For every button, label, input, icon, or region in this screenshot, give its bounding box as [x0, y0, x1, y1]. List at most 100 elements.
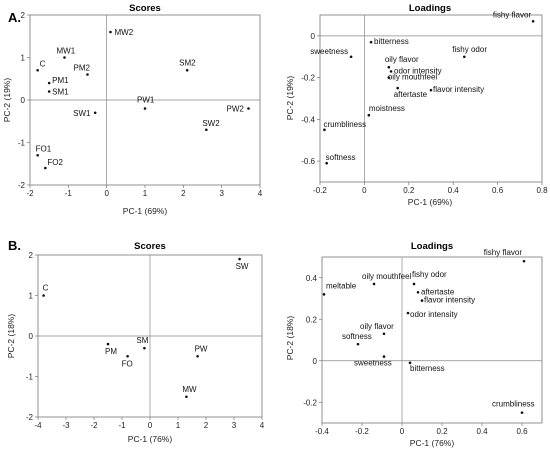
point-label: fishy odor	[412, 270, 447, 279]
y-tick-label: 2	[21, 11, 26, 20]
x-tick-label: 0	[362, 186, 367, 195]
x-tick-label: 0.4	[448, 186, 460, 195]
y-tick-label: -0.6	[301, 157, 315, 166]
data-point-mw	[185, 395, 188, 399]
y-tick-label: -1	[18, 139, 26, 148]
point-label: odor intensity	[394, 66, 442, 75]
point-label: fishy flavor	[484, 248, 523, 257]
x-tick-label: -2	[26, 189, 34, 198]
y-axis-label: PC-2 (19%)	[285, 76, 295, 121]
chart-title: Scores	[134, 241, 166, 252]
scores-chart-b: Scores -4 -3 -2 -1 0 1 2 3 4 -2 -1 0 1 2 PC-1 (76%) PC-2…	[6, 241, 265, 444]
x-tick-label: 1	[176, 421, 181, 430]
x-tick-label: 0	[400, 427, 405, 436]
point-label: C	[43, 284, 49, 293]
y-tick-label: -2	[18, 181, 26, 190]
y-tick-label: -0.2	[301, 74, 315, 83]
point-label: oily mouthfeel	[388, 73, 438, 82]
data-point-odor-intensity	[406, 311, 410, 315]
data-point-mw1	[63, 56, 66, 59]
point-label: fishy odor	[452, 45, 487, 54]
point-label: softness	[326, 153, 356, 162]
data-point-sw1	[93, 111, 97, 115]
data-point-pw	[196, 354, 199, 358]
data-point-sw	[238, 257, 241, 261]
data-point-sweetness	[382, 355, 386, 358]
data-point-pw1	[143, 107, 147, 110]
x-tick-label: -0.2	[355, 427, 369, 436]
data-point-pw2	[247, 107, 250, 110]
y-tick-label: 2	[29, 251, 34, 260]
point-label: PW1	[137, 96, 155, 105]
point-label: MW	[182, 385, 197, 394]
data-point-mw2	[109, 30, 112, 34]
data-point-oily-flavor	[387, 65, 391, 69]
data-point-fo	[126, 354, 129, 358]
point-label: PM	[105, 347, 117, 356]
data-point-pm1	[47, 81, 51, 85]
x-tick-label: 1	[143, 189, 148, 198]
point-label: SM1	[52, 88, 69, 97]
point-label: fishy flavor	[493, 10, 532, 19]
loadings-chart-a: Loadings -0.2 0 0.2 0.4 0.6 0.8 -0.6 -0.4 -0.2 0 PC…	[285, 3, 548, 207]
y-tick-label: 0	[311, 32, 316, 41]
data-point-fishy-flavor	[522, 259, 526, 263]
point-label: MW1	[57, 47, 76, 56]
data-point-meltable	[322, 293, 326, 296]
point-label: odor intensity	[410, 310, 458, 319]
y-tick-label: -0.2	[303, 398, 317, 407]
x-tick-label: 0.8	[536, 186, 548, 195]
x-tick-label: 0.6	[492, 186, 504, 195]
panel-label-b: B.	[8, 238, 21, 253]
point-label: SW1	[73, 109, 91, 118]
data-point-oily-mouthfeel	[387, 76, 391, 79]
point-label: bitterness	[374, 37, 409, 46]
point-label: oily flavor	[360, 322, 394, 331]
point-label: aftertaste	[421, 287, 455, 296]
x-tick-label: 3	[219, 189, 224, 198]
x-tick-label: 0.6	[516, 427, 528, 436]
x-tick-label: 2	[181, 189, 186, 198]
data-point-fo1	[36, 153, 39, 157]
point-label: MW2	[115, 28, 134, 37]
point-label: bitterness	[410, 364, 445, 373]
data-point-crumbliness	[323, 128, 326, 132]
chart-title: Loadings	[409, 3, 451, 14]
y-axis-label: PC-2 (19%)	[2, 78, 12, 123]
point-label: PM2	[74, 64, 91, 73]
x-tick-label: -0.4	[315, 427, 329, 436]
x-axis-label: PC-1 (69%)	[408, 197, 453, 207]
data-point-aftertaste	[396, 86, 400, 90]
point-label: SM	[136, 336, 148, 345]
y-tick-label: 1	[29, 292, 34, 301]
x-tick-label: 0	[104, 189, 109, 198]
point-label: moistness	[369, 104, 405, 113]
plot-frame	[321, 256, 543, 424]
y-tick-label: 0	[21, 96, 26, 105]
chart-title: Scores	[129, 3, 161, 14]
point-label: crumbliness	[492, 400, 535, 409]
point-label: PM1	[52, 76, 69, 85]
point-label: softness	[342, 332, 372, 341]
point-label: sweetness	[310, 47, 348, 56]
x-tick-label: 0.2	[436, 427, 448, 436]
data-point-moistness	[367, 113, 371, 117]
plot-frame	[319, 14, 543, 183]
x-tick-label: -2	[90, 421, 98, 430]
point-label: C	[40, 59, 46, 68]
loadings-chart-b: Loadings -0.4 -0.2 0 0.2 0.4 0.6 -0.2 0 0.2 0.4 PC-…	[285, 241, 543, 448]
data-point-bitterness	[369, 40, 373, 44]
point-label: SW2	[202, 119, 220, 128]
data-point-softness	[356, 342, 360, 346]
data-point-flavor-intensity	[420, 299, 424, 302]
y-axis-label: PC-2 (18%)	[285, 316, 295, 361]
data-point-sweetness	[349, 55, 353, 59]
data-point-oily-flavor	[382, 332, 386, 336]
x-tick-label: 4	[260, 421, 265, 430]
point-label: aftertaste	[394, 90, 428, 99]
data-point-fishy-odor	[463, 55, 466, 59]
point-label: PW	[195, 344, 208, 353]
data-point-sw2	[205, 128, 208, 132]
x-tick-label: 4	[258, 189, 263, 198]
